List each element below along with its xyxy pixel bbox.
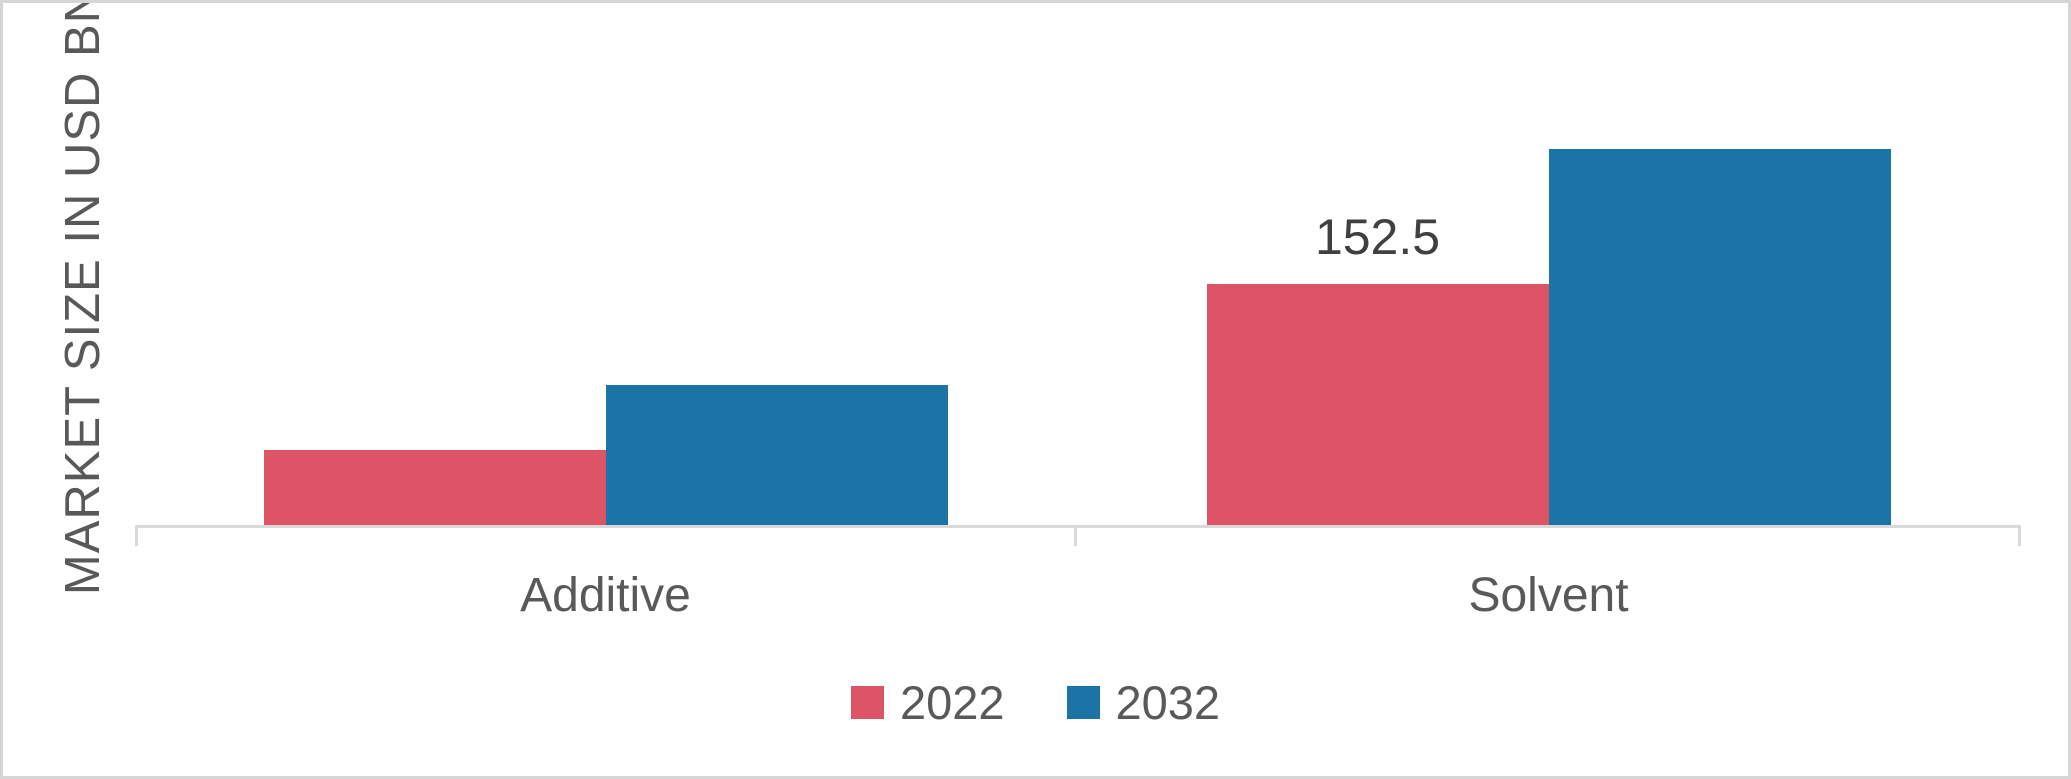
y-axis-title-text: MARKET SIZE IN USD BN: [56, 0, 110, 596]
bar-group-additive: Additive: [135, 3, 1076, 622]
x-axis-line: [135, 525, 2021, 528]
legend-label-2022: 2022: [899, 676, 1005, 729]
x-axis-tick: [135, 525, 138, 546]
legend-item-2032: 2032: [1066, 675, 1221, 730]
x-axis-tick: [2018, 525, 2021, 546]
legend-label-2032: 2032: [1115, 676, 1221, 729]
legend: 2022 2032: [3, 675, 2068, 730]
bar-additive-2032: [605, 384, 948, 526]
bar-solvent-2032: [1548, 148, 1891, 526]
bar-group-solvent: 152.5 Solvent: [1076, 3, 2021, 622]
x-axis-tick: [1074, 525, 1077, 546]
bar-data-label: 152.5: [1314, 209, 1441, 266]
legend-swatch-2022-icon: [850, 686, 884, 719]
legend-item-2022: 2022: [850, 675, 1005, 730]
bar-additive-2022: [263, 449, 606, 526]
category-label-solvent: Solvent: [1468, 569, 1629, 622]
plot-area: Additive 152.5 Solvent: [135, 3, 2021, 622]
category-label-additive: Additive: [520, 569, 691, 622]
bar-solvent-2022: 152.5: [1206, 209, 1549, 526]
legend-swatch-2032-icon: [1066, 686, 1100, 719]
